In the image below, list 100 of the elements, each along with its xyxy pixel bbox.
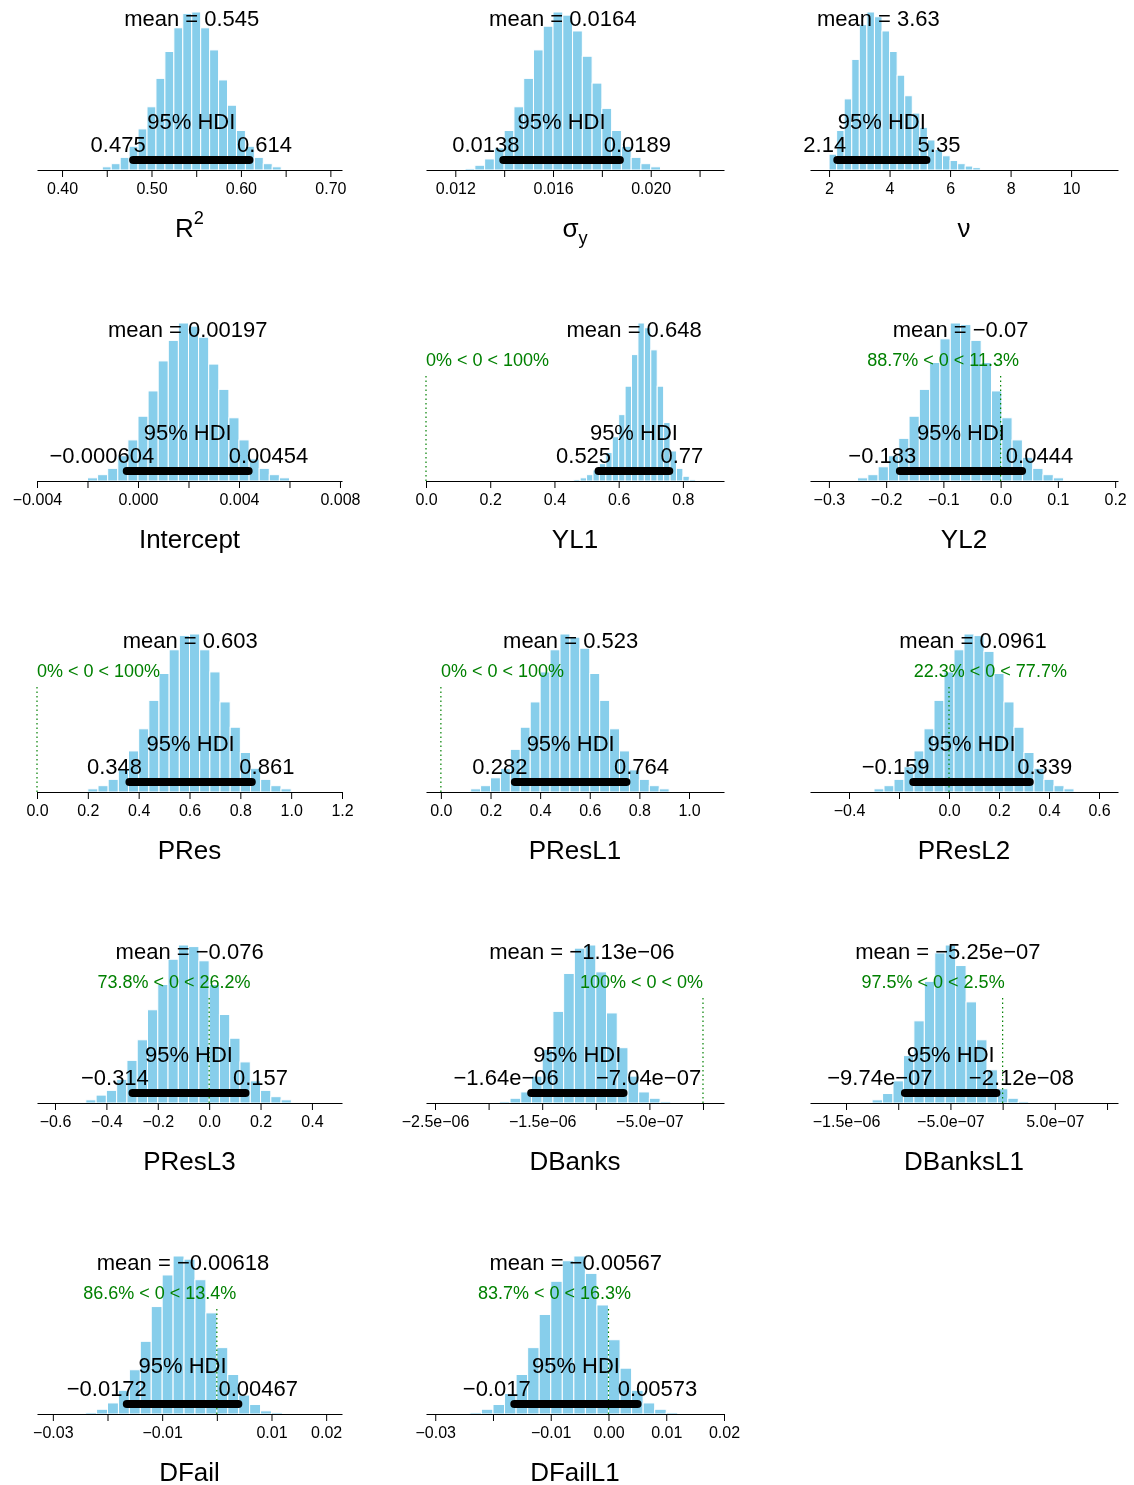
x-tick-label: 0.0 [415, 491, 438, 509]
x-tick-label: 0.0 [430, 802, 453, 820]
band-label: 95% HDI [147, 108, 236, 134]
x-tick-label: 0.01 [651, 1424, 683, 1442]
x-tick-label: 0.00 [593, 1424, 625, 1442]
annotation: 0.00573 [617, 1375, 698, 1401]
annotation: mean = −1.13e−06 [489, 938, 675, 964]
annotation: −1.64e−06 [453, 1064, 559, 1090]
x-axis-title: ν [957, 213, 971, 243]
ref-line-label: 0% < 0 < 100% [426, 350, 550, 370]
annotation: mean = −0.076 [115, 938, 264, 964]
annotation: −0.183 [848, 442, 917, 468]
ref-line-label: 88.7% < 0 < 11.3% [867, 350, 1020, 370]
x-axis-title: PRes [157, 835, 222, 865]
x-tick-label: 0.02 [708, 1424, 741, 1442]
x-tick-label: −0.1 [928, 491, 960, 509]
annotation: 0.77 [660, 442, 704, 468]
x-tick-label: −1.5e−06 [812, 1113, 881, 1131]
annotation: 0.00454 [228, 442, 309, 468]
x-tick-label: −0.3 [813, 491, 846, 509]
annotation: 0.282 [472, 753, 528, 779]
x-axis-title: σ$_{y}$ [562, 213, 589, 248]
ref-line-label: 73.8% < 0 < 26.2% [97, 972, 251, 992]
band-label: 95% HDI [906, 1041, 995, 1067]
x-tick-label: −0.6 [39, 1113, 72, 1131]
x-tick-label: 0.016 [533, 180, 574, 198]
x-tick-label: 8 [1006, 180, 1016, 198]
annotation: mean = 0.545 [124, 5, 260, 31]
annotation: 0.0138 [452, 131, 520, 157]
x-tick-label: −0.01 [142, 1424, 184, 1442]
x-tick-label: 0.0 [990, 491, 1013, 509]
x-tick-label: 5.0e−07 [1026, 1113, 1085, 1131]
band-label: 95% HDI [517, 108, 606, 134]
x-tick-label: 0.60 [225, 180, 258, 198]
annotation: −9.74e−07 [827, 1064, 933, 1090]
annotation: 0.861 [239, 753, 295, 779]
x-tick-label: 0.000 [118, 491, 159, 509]
x-tick-label: 0.01 [256, 1424, 288, 1442]
annotation: mean = −0.00567 [489, 1249, 662, 1275]
x-axis-title: Intercept [138, 524, 241, 554]
ref-line-label: 0% < 0 < 100% [440, 661, 564, 681]
band-label: 95% HDI [143, 419, 232, 445]
annotation: mean = 0.0164 [489, 5, 637, 31]
ref-line-label: 97.5% < 0 < 2.5% [861, 972, 1005, 992]
annotation: 0.764 [613, 753, 669, 779]
annotation: mean = 3.63 [816, 5, 940, 31]
annotation: 0.348 [86, 753, 142, 779]
annotation: 5.35 [917, 131, 961, 157]
annotation: 0.0444 [1005, 442, 1074, 468]
x-axis-title: DBanksL1 [904, 1146, 1024, 1176]
x-tick-label: 0.70 [315, 180, 347, 198]
x-tick-label: 0.004 [219, 491, 260, 509]
band-label: 95% HDI [916, 419, 1005, 445]
x-tick-label: 0.2 [1104, 491, 1127, 509]
x-tick-label: 2 [825, 180, 835, 198]
annotation: mean = 0.603 [122, 627, 258, 653]
x-tick-label: 0.0 [198, 1113, 221, 1131]
annotation: −2.12e−08 [968, 1064, 1075, 1090]
x-tick-label: −5.0e−07 [616, 1113, 684, 1131]
x-tick-label: −0.01 [531, 1424, 572, 1442]
x-tick-label: 0.50 [136, 180, 168, 198]
x-tick-label: 10 [1062, 180, 1081, 198]
x-axis-title: YL1 [551, 524, 599, 554]
annotation: 0.157 [232, 1064, 289, 1090]
x-tick-label: 0.02 [311, 1424, 343, 1442]
ref-line-label: 100% < 0 < 0% [579, 972, 703, 992]
annotation: 0.475 [90, 131, 146, 157]
x-axis-title: DFail [159, 1457, 220, 1485]
x-tick-label: 0.0 [938, 802, 961, 820]
x-tick-label: 0.8 [628, 802, 652, 820]
x-tick-label: 0.2 [77, 802, 100, 820]
band-label: 95% HDI [531, 1352, 620, 1378]
x-tick-label: 1.0 [678, 802, 701, 820]
x-tick-label: 6 [946, 180, 956, 198]
x-tick-label: 0.012 [435, 180, 476, 198]
annotation: −7.04e−07 [595, 1064, 702, 1090]
annotation: −0.017 [462, 1375, 531, 1401]
band-label: 95% HDI [146, 730, 235, 756]
x-tick-label: 0.6 [178, 802, 202, 820]
annotation: mean = 0.0961 [899, 627, 1047, 653]
ref-line-label: 83.7% < 0 < 16.3% [477, 1283, 631, 1303]
x-tick-label: 0.2 [249, 1113, 273, 1131]
annotation: −0.314 [80, 1064, 149, 1090]
x-tick-label: 0.0 [26, 802, 49, 820]
annotation: 0.0189 [603, 131, 671, 157]
annotation: mean = −0.07 [892, 316, 1029, 342]
x-tick-label: 0.4 [1038, 802, 1061, 820]
annotation: 2.14 [803, 131, 847, 157]
x-tick-label: 0.2 [479, 802, 503, 820]
annotation: 0.339 [1017, 753, 1073, 779]
band-label: 95% HDI [837, 108, 926, 134]
x-tick-label: 0.1 [1047, 491, 1070, 509]
annotation: mean = −5.25e−07 [855, 938, 1041, 964]
annotation: 0.525 [556, 442, 612, 468]
annotation: 0.614 [236, 131, 292, 157]
x-tick-label: 1.0 [280, 802, 303, 820]
x-tick-label: −0.4 [833, 802, 866, 820]
band-label: 95% HDI [526, 730, 615, 756]
annotation: −0.159 [861, 753, 930, 779]
x-tick-label: −0.2 [142, 1113, 175, 1131]
